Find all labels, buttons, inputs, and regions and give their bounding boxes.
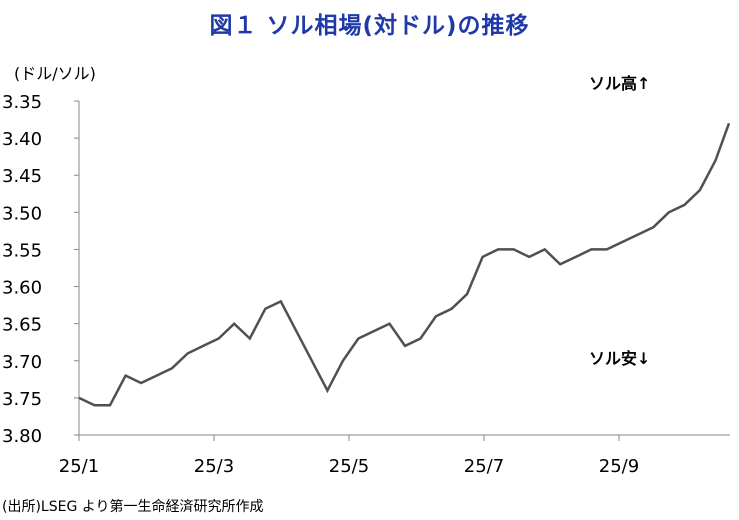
- y-tick-label: 3.55: [2, 240, 42, 261]
- y-tick-label: 3.75: [2, 389, 42, 410]
- x-tick-label: 25/5: [329, 456, 369, 477]
- series-line: [78, 122, 731, 407]
- y-tick-label: 3.50: [2, 203, 42, 224]
- y-tick-label: 3.65: [2, 315, 42, 336]
- y-tick-label: 3.80: [2, 426, 42, 447]
- y-axis-label: (ドル/ソル): [14, 64, 96, 83]
- y-tick-label: 3.40: [2, 129, 42, 150]
- x-tick-label: 25/7: [464, 456, 504, 477]
- chart-title: 図１ ソル相場(対ドル)の推移: [209, 13, 530, 39]
- x-tick-label: 25/3: [194, 456, 234, 477]
- annotation-sol-strong: ソル高↑: [589, 74, 650, 93]
- source-note: (出所)LSEG より第一生命経済研究所作成: [2, 499, 264, 515]
- x-tick-label: 25/9: [599, 456, 639, 477]
- y-tick-label: 3.45: [2, 166, 42, 187]
- y-tick-label: 3.60: [2, 278, 42, 299]
- axes: [74, 100, 730, 441]
- y-tick-label: 3.35: [2, 92, 42, 113]
- y-tick-label: 3.70: [2, 352, 42, 373]
- x-tick-label: 25/1: [59, 456, 99, 477]
- tick-labels: 3.35 3.40 3.45 3.50 3.55 3.60 3.65 3.70 3.75 3.80…: [2, 92, 639, 477]
- annotation-sol-weak: ソル安↓: [589, 349, 650, 368]
